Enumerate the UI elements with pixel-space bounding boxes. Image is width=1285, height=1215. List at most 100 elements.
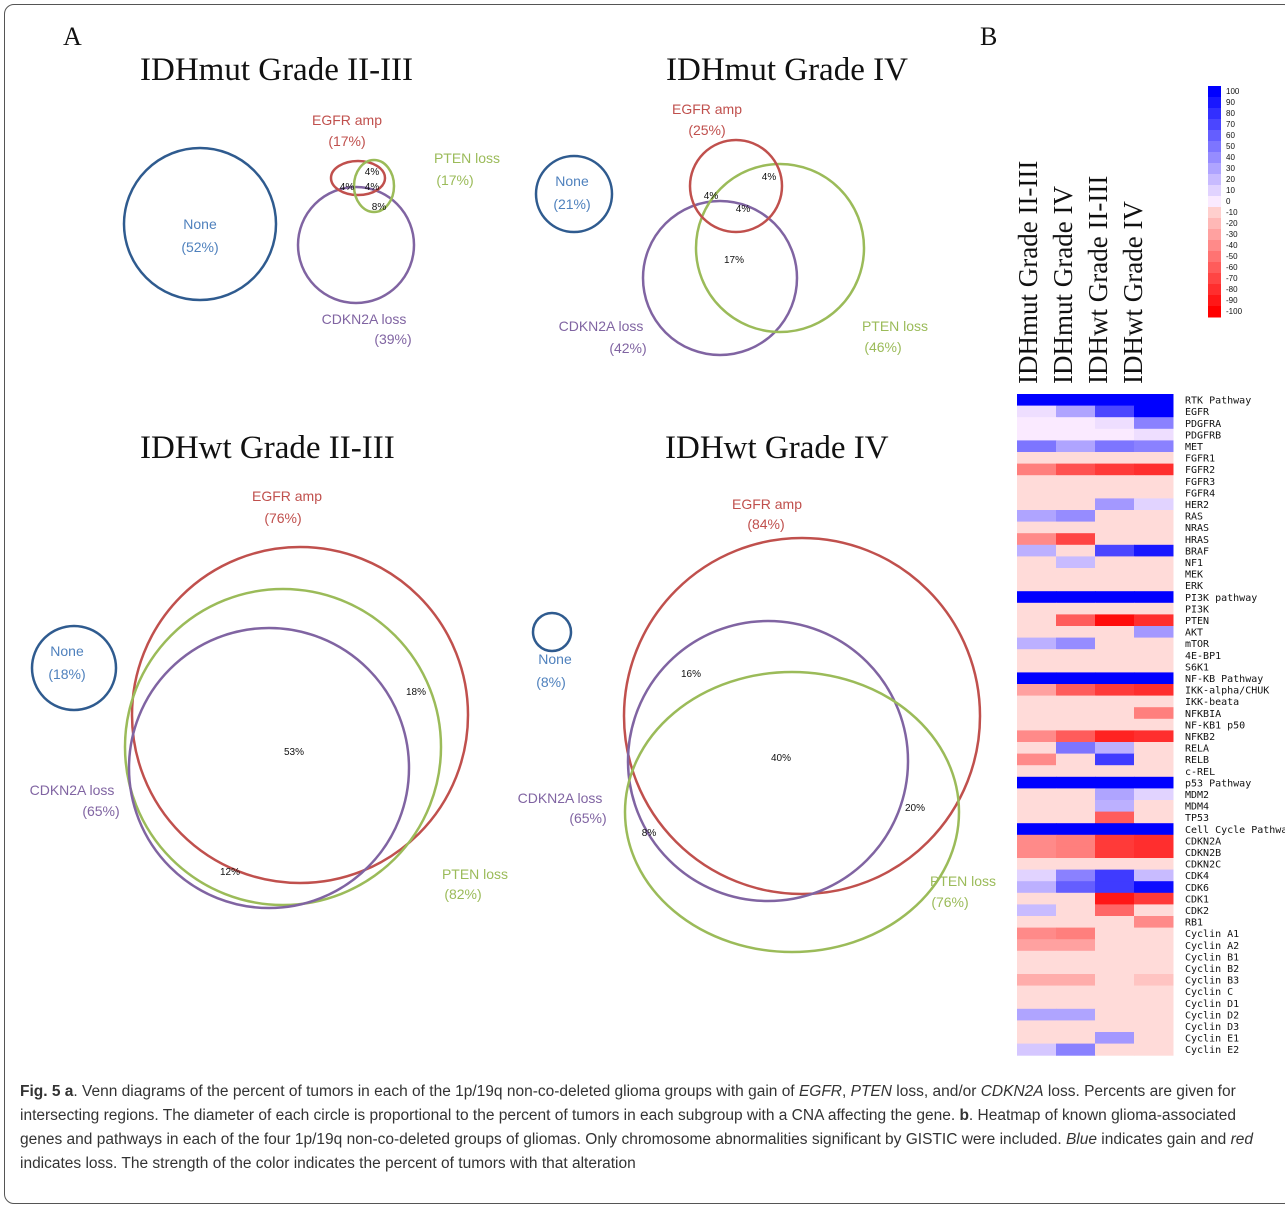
heatmap-cell: [1095, 776, 1135, 789]
heatmap-cell: [1134, 1043, 1174, 1056]
heatmap-cell: [1095, 486, 1135, 499]
heatmap-cell: [1056, 684, 1096, 697]
heatmap-cell: [1134, 614, 1174, 627]
heatmap-cell: [1056, 695, 1096, 708]
region-pct: 17%: [724, 255, 744, 266]
color-scale-swatch: [1208, 295, 1221, 307]
heatmap-cell: [1017, 718, 1057, 731]
color-scale-tick: 100: [1226, 87, 1240, 96]
heatmap-cell: [1056, 927, 1096, 940]
heatmap-row-label: CDK6: [1185, 883, 1209, 894]
none-label: None: [50, 643, 84, 659]
heatmap-cell: [1134, 788, 1174, 801]
heatmap-cell: [1095, 405, 1135, 418]
heatmap-cell: [1134, 730, 1174, 743]
heatmap-cell: [1134, 568, 1174, 581]
heatmap-cell: [1056, 962, 1096, 975]
heatmap-cell: [1134, 417, 1174, 430]
caption-fig-label: Fig. 5: [20, 1083, 61, 1100]
color-scale-swatch: [1208, 229, 1221, 241]
cdkn2a-circle: [626, 619, 910, 903]
cdkn2a-circle: [641, 199, 799, 357]
heatmap-row-label: Cyclin B2: [1185, 964, 1239, 975]
heatmap-cell: [1017, 475, 1057, 488]
heatmap-cell: [1095, 556, 1135, 569]
heatmap-row-label: S6K1: [1185, 662, 1209, 673]
heatmap-cell: [1095, 997, 1135, 1010]
venn-idhmut-2-3: None (52%) EGFR amp (17%) PTEN loss (17%…: [122, 112, 500, 347]
color-scale-swatch: [1208, 163, 1221, 175]
heatmap-row-label: CDK4: [1185, 871, 1209, 882]
heatmap-col-header: IDHwt Grade IV: [1118, 201, 1148, 384]
none-label: None: [555, 173, 589, 189]
heatmap-cell: [1095, 950, 1135, 963]
heatmap-cell: [1095, 602, 1135, 615]
heatmap-cell: [1134, 753, 1174, 766]
egfr-circle: [688, 138, 784, 234]
heatmap-cell: [1056, 405, 1096, 418]
heatmap-cell: [1095, 823, 1135, 836]
pten-circle: [623, 670, 961, 954]
heatmap-col-header: IDHmut Grade II-III: [1013, 160, 1043, 384]
heatmap-cell: [1056, 475, 1096, 488]
heatmap-row-label: EGFR: [1185, 407, 1210, 418]
heatmap-cell: [1017, 823, 1057, 836]
heatmap-row-label: NF1: [1185, 558, 1203, 569]
heatmap-cell: [1056, 672, 1096, 685]
pten-label: PTEN loss: [930, 873, 996, 889]
pten-pct: (46%): [864, 339, 901, 355]
heatmap-row-label: Cyclin B1: [1185, 952, 1239, 963]
heatmap-cell: [1017, 811, 1057, 824]
heatmap-cell: [1056, 579, 1096, 592]
pten-pct: (82%): [444, 886, 481, 902]
heatmap-cell: [1017, 800, 1057, 813]
heatmap-cell: [1017, 579, 1057, 592]
heatmap-row-label: PTEN: [1185, 616, 1209, 627]
color-scale-swatch: [1208, 130, 1221, 142]
caption-gene: EGFR: [798, 1083, 842, 1100]
heatmap-row-label: PI3K pathway: [1185, 593, 1257, 604]
heatmap-cell: [1095, 927, 1135, 940]
heatmap-cell: [1134, 776, 1174, 789]
heatmap-cell: [1017, 869, 1057, 882]
heatmap-cell: [1056, 568, 1096, 581]
heatmap-row-label: NF-KB1 p50: [1185, 720, 1245, 731]
color-scale-swatch: [1208, 240, 1221, 252]
heatmap-cell: [1056, 510, 1096, 523]
color-scale-swatch: [1208, 218, 1221, 230]
heatmap-cell: [1134, 637, 1174, 650]
heatmap-cell: [1134, 591, 1174, 604]
caption-blue: Blue: [1065, 1131, 1097, 1148]
heatmap-cell: [1017, 881, 1057, 894]
heatmap-cell: [1056, 846, 1096, 859]
heatmap-cell: [1056, 1032, 1096, 1045]
color-scale-tick: 40: [1226, 153, 1235, 162]
heatmap-cell: [1095, 533, 1135, 546]
heatmap-cell: [1017, 1032, 1057, 1045]
heatmap-cell: [1134, 684, 1174, 697]
venn-idhwt-2-3: None (18%) EGFR amp (76%) PTEN loss (82%…: [30, 488, 508, 910]
heatmap-cell: [1095, 568, 1135, 581]
caption-gene: CDKN2A: [980, 1083, 1044, 1100]
egfr-circle: [130, 545, 470, 885]
figure-caption: Fig. 5 a. Venn diagrams of the percent o…: [20, 1080, 1270, 1176]
heatmap-cell: [1017, 568, 1057, 581]
heatmap-cell: [1017, 614, 1057, 627]
heatmap-cell: [1095, 1008, 1135, 1021]
heatmap-row-label: PDGFRA: [1185, 419, 1221, 430]
egfr-pct: (76%): [264, 510, 301, 526]
color-scale-tick: -50: [1226, 252, 1238, 261]
heatmap-cell: [1134, 405, 1174, 418]
none-circle: [30, 624, 118, 712]
heatmap-cell: [1134, 672, 1174, 685]
heatmap-cell: [1095, 672, 1135, 685]
heatmap-cell: [1095, 394, 1135, 407]
heatmap-cell: [1095, 1020, 1135, 1033]
heatmap-cell: [1056, 916, 1096, 929]
color-scale-tick: -20: [1226, 219, 1238, 228]
heatmap-cell: [1056, 591, 1096, 604]
heatmap-cell: [1134, 579, 1174, 592]
heatmap-cell: [1017, 753, 1057, 766]
heatmap-cell: [1017, 684, 1057, 697]
color-scale-tick: -80: [1226, 285, 1238, 294]
